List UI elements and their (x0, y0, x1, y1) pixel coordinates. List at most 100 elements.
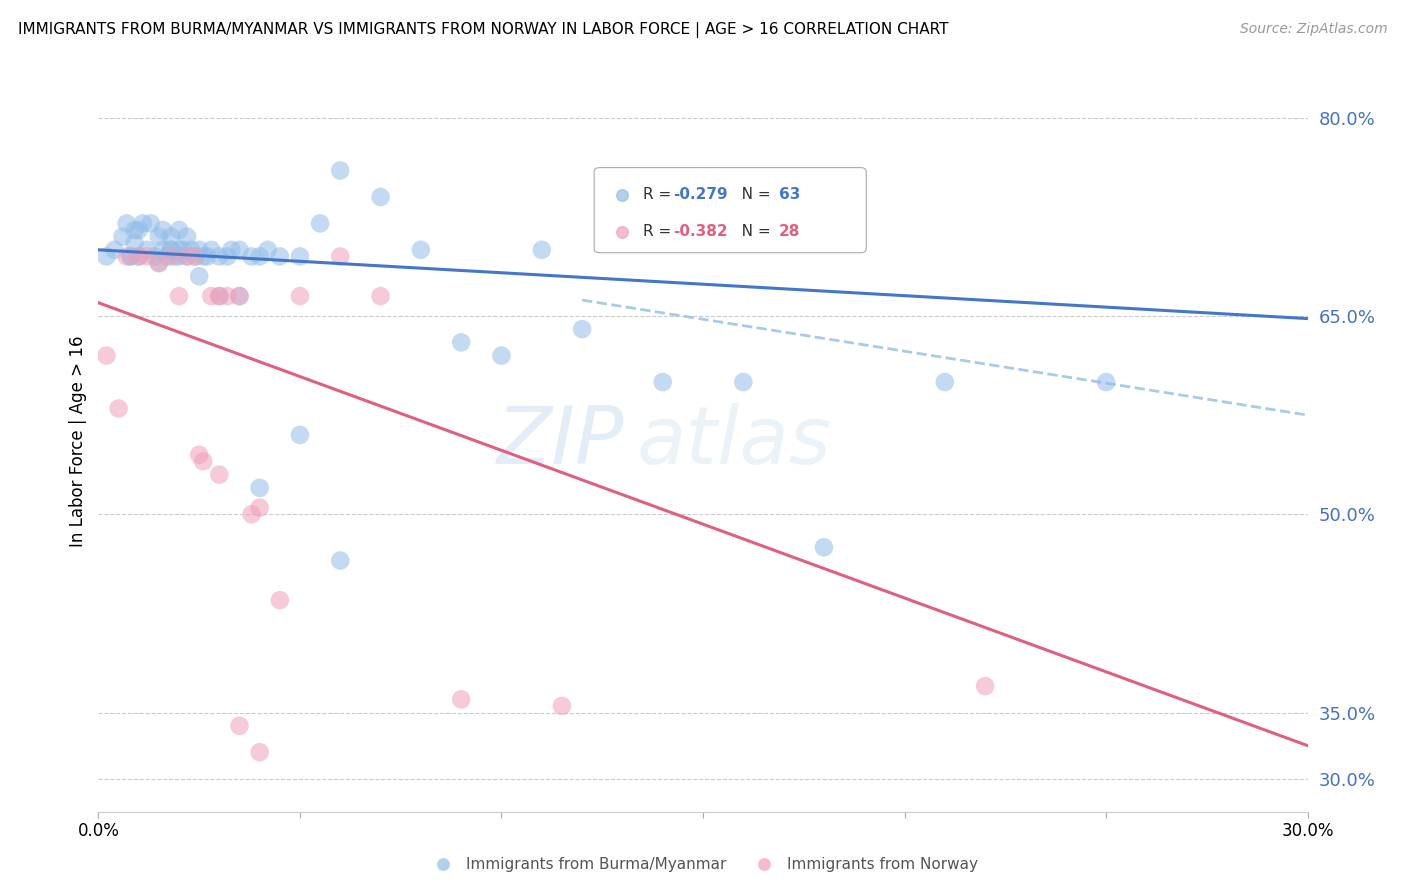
Point (188, 269, 211, 284)
Point (176, 250, 198, 264)
Point (370, 190, 392, 204)
Point (167, 289, 190, 303)
Point (288, 289, 311, 303)
Point (193, 250, 215, 264)
Y-axis label: In Labor Force | Age > 16: In Labor Force | Age > 16 (69, 335, 87, 548)
Point (135, 243, 157, 257)
Point (148, 256, 170, 270)
Point (491, 349, 513, 363)
Point (208, 289, 231, 303)
Text: N =: N = (727, 225, 776, 239)
Point (160, 250, 183, 264)
Point (370, 289, 392, 303)
Point (269, 250, 291, 264)
Point (115, 216, 138, 230)
Point (228, 243, 250, 257)
Point (249, 745, 271, 759)
Point (450, 692, 472, 706)
Point (148, 229, 170, 244)
Point (176, 229, 198, 244)
Point (409, 243, 432, 257)
Point (1095, 375, 1118, 389)
Text: 63: 63 (779, 187, 800, 202)
Point (288, 250, 311, 264)
Point (208, 467, 231, 482)
Text: N =: N = (727, 187, 776, 202)
Text: -0.382: -0.382 (672, 225, 727, 239)
Point (172, 243, 194, 257)
Point (148, 256, 170, 270)
Point (167, 250, 190, 264)
Point (128, 250, 150, 264)
Point (208, 289, 231, 303)
Text: R =: R = (643, 225, 676, 239)
Point (571, 322, 593, 336)
FancyBboxPatch shape (595, 168, 866, 252)
Point (111, 229, 134, 244)
Text: Source: ZipAtlas.com: Source: ZipAtlas.com (1240, 22, 1388, 37)
Point (249, 500, 271, 515)
Point (135, 250, 157, 264)
Point (152, 243, 174, 257)
Point (184, 250, 207, 264)
Point (96, 250, 118, 264)
Point (329, 163, 352, 178)
Point (269, 593, 291, 607)
Text: -0.279: -0.279 (672, 187, 727, 202)
Point (240, 250, 263, 264)
Point (180, 243, 202, 257)
Point (200, 243, 222, 257)
Point (124, 236, 146, 251)
Point (152, 223, 174, 237)
Point (107, 401, 129, 416)
Text: R =: R = (643, 187, 676, 202)
Point (217, 250, 239, 264)
Point (974, 679, 997, 693)
Point (217, 289, 239, 303)
Point (450, 335, 472, 350)
Point (200, 289, 222, 303)
Point (188, 448, 211, 462)
Point (176, 250, 198, 264)
Point (651, 375, 673, 389)
Point (208, 250, 231, 264)
Point (96, 349, 118, 363)
Point (193, 454, 215, 468)
Point (143, 250, 166, 264)
Point (551, 698, 574, 713)
Text: IMMIGRANTS FROM BURMA/MYANMAR VS IMMIGRANTS FROM NORWAY IN LABOR FORCE | AGE > 1: IMMIGRANTS FROM BURMA/MYANMAR VS IMMIGRA… (18, 22, 949, 38)
Point (195, 250, 218, 264)
Text: 28: 28 (779, 225, 800, 239)
Point (167, 223, 190, 237)
Point (167, 243, 190, 257)
Point (188, 243, 211, 257)
Point (128, 223, 150, 237)
Point (309, 216, 332, 230)
Point (115, 250, 138, 264)
Point (813, 541, 835, 555)
Point (228, 289, 250, 303)
Point (249, 481, 271, 495)
Point (120, 250, 142, 264)
Point (221, 243, 243, 257)
Text: atlas: atlas (637, 402, 831, 481)
Point (160, 229, 183, 244)
Point (329, 553, 352, 567)
Point (132, 216, 155, 230)
Point (934, 375, 956, 389)
Text: ZIP: ZIP (498, 402, 624, 481)
Point (288, 428, 311, 442)
Point (249, 250, 271, 264)
Point (184, 250, 207, 264)
Point (139, 216, 162, 230)
Point (156, 250, 179, 264)
Point (103, 243, 125, 257)
Point (120, 250, 142, 264)
Point (329, 250, 352, 264)
Point (240, 508, 263, 522)
Point (733, 375, 755, 389)
Point (256, 243, 278, 257)
Point (163, 250, 186, 264)
Point (160, 243, 183, 257)
Point (228, 719, 250, 733)
